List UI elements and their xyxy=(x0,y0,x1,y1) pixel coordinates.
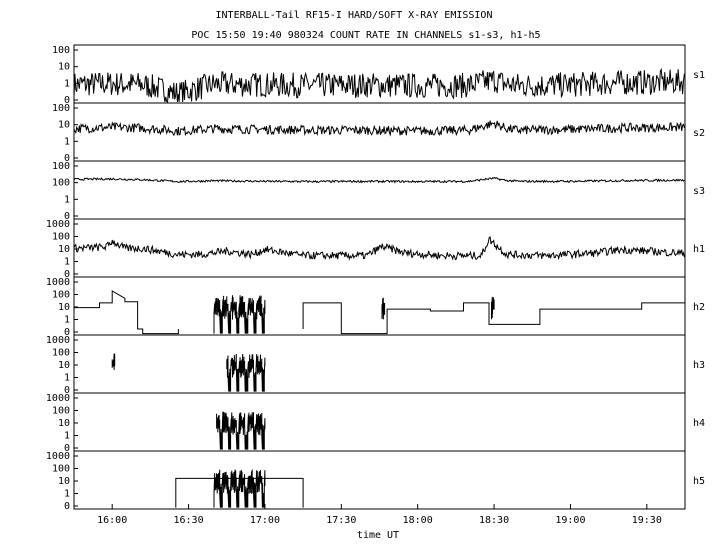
y-tick-label: 10 xyxy=(58,418,70,429)
x-axis-label: time UT xyxy=(357,530,399,541)
x-tick-label: 16:00 xyxy=(97,515,127,526)
y-tick-label: 1000 xyxy=(46,393,70,404)
y-tick-label: 0 xyxy=(64,211,70,222)
panel-frame xyxy=(73,392,686,452)
panel-label-s3: s3 xyxy=(693,186,705,197)
chart-subtitle: POC 15:50 19:40 980324 COUNT RATE IN CHA… xyxy=(191,30,540,41)
y-tick-label: 10 xyxy=(58,476,70,487)
y-tick-label: 1000 xyxy=(46,277,70,288)
x-tick-label: 19:30 xyxy=(632,515,662,526)
y-tick-label: 1 xyxy=(64,78,70,89)
y-tick-label: 100 xyxy=(52,464,70,475)
series-h2-burst-2 xyxy=(491,296,495,320)
y-tick-label: 1000 xyxy=(46,335,70,346)
series-s1-segment-0 xyxy=(73,67,685,103)
panel-label-s2: s2 xyxy=(693,128,705,139)
panel-frame xyxy=(73,276,686,336)
y-tick-label: 1000 xyxy=(46,219,70,230)
series-h2-segment-0 xyxy=(74,290,179,335)
y-tick-label: 10 xyxy=(58,244,70,255)
panel-frame xyxy=(73,102,686,162)
y-tick-label: 1 xyxy=(64,315,70,326)
y-tick-label: 0 xyxy=(64,95,70,106)
panel-s3: 100 100 1 0 s3 xyxy=(52,160,705,222)
x-tick-label: 16:30 xyxy=(174,515,204,526)
y-tick-label: 1000 xyxy=(46,451,70,462)
y-tick-label: 100 xyxy=(52,161,70,172)
y-tick-label: 1 xyxy=(64,373,70,384)
y-tick-label: 1 xyxy=(64,194,70,205)
x-tick-label: 18:30 xyxy=(479,515,509,526)
series-h1-segment-0 xyxy=(73,236,685,261)
y-tick-label: 1 xyxy=(64,431,70,442)
y-tick-label: 10 xyxy=(58,62,70,73)
panel-label-h3: h3 xyxy=(693,360,705,371)
panels: 1001010s11001010s210010010s310001001010h… xyxy=(46,44,705,512)
y-tick-label: 0 xyxy=(64,443,70,454)
y-tick-label: 1 xyxy=(64,489,70,500)
series-h4-burst-0 xyxy=(216,411,266,450)
y-tick-label: 100 xyxy=(52,178,70,189)
series-h3-burst-0 xyxy=(111,353,116,370)
series-s3-segment-0 xyxy=(73,176,685,184)
panel-label-h1: h1 xyxy=(693,244,705,255)
y-tick-label: 0 xyxy=(64,153,70,164)
panel-frame xyxy=(73,160,686,220)
panel-frame xyxy=(73,334,686,394)
panel-label-h2: h2 xyxy=(693,302,705,313)
y-tick-label: 0 xyxy=(64,269,70,280)
y-tick-label: 100 xyxy=(52,290,70,301)
y-tick-label: 100 xyxy=(52,103,70,114)
x-tick-label: 17:00 xyxy=(250,515,280,526)
series-s2-segment-0 xyxy=(73,120,685,137)
y-tick-label: 1 xyxy=(64,136,70,147)
panel-frame xyxy=(73,450,686,510)
series-h2-burst-1 xyxy=(381,297,386,320)
series-h2-burst-0 xyxy=(213,295,266,334)
y-tick-label: 0 xyxy=(64,501,70,512)
x-tick-label: 17:30 xyxy=(326,515,356,526)
y-tick-label: 1 xyxy=(64,257,70,268)
series-h2-segment-1 xyxy=(302,302,685,335)
y-tick-label: 10 xyxy=(58,302,70,313)
panel-label-h4: h4 xyxy=(693,418,705,429)
x-tick-label: 18:00 xyxy=(403,515,433,526)
series-h3-burst-1 xyxy=(226,353,266,392)
y-tick-label: 100 xyxy=(52,348,70,359)
y-tick-label: 100 xyxy=(52,45,70,56)
y-tick-label: 10 xyxy=(58,360,70,371)
y-tick-label: 100 xyxy=(52,232,70,243)
series-h5-burst-0 xyxy=(213,469,266,508)
panel-label-h5: h5 xyxy=(693,476,705,487)
panel-label-s1: s1 xyxy=(693,70,705,81)
chart-title: INTERBALL-Tail RF15-I HARD/SOFT X-RAY EM… xyxy=(216,10,493,21)
y-tick-label: 0 xyxy=(64,327,70,338)
x-axis: 16:00 16:30 17:00 17:30 18:00 18:30 19:00 19:30 xyxy=(97,504,662,526)
y-tick-label: 100 xyxy=(52,406,70,417)
y-tick-label: 0 xyxy=(64,385,70,396)
y-tick-label: 10 xyxy=(58,120,70,131)
x-tick-label: 19:00 xyxy=(555,515,585,526)
